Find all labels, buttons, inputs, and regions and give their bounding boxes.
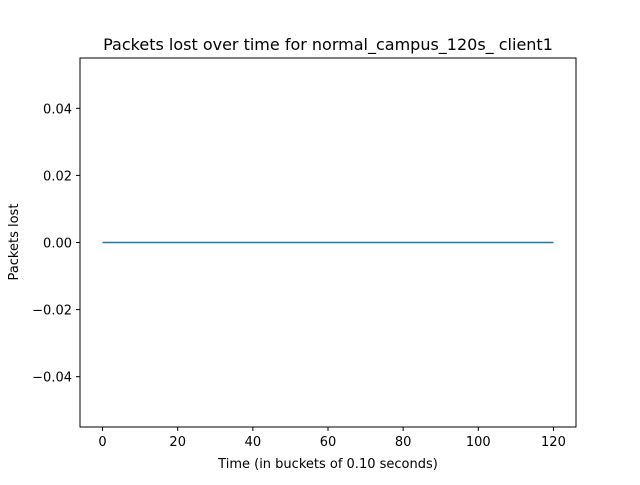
x-axis-label: Time (in buckets of 0.10 seconds) <box>217 457 438 472</box>
x-tick-label: 20 <box>169 435 186 450</box>
y-tick-label: 0.00 <box>43 237 72 252</box>
y-tick-label: 0.04 <box>43 102 72 117</box>
y-tick-label: −0.02 <box>32 304 72 319</box>
chart-title: Packets lost over time for normal_campus… <box>103 35 553 55</box>
y-tick-label: 0.02 <box>43 169 72 184</box>
x-tick-label: 80 <box>395 435 412 450</box>
y-axis: −0.04 −0.02 0.00 0.02 0.04 <box>32 102 80 386</box>
x-axis: 0 20 40 60 80 100 120 <box>98 427 566 450</box>
x-tick-label: 120 <box>541 435 566 450</box>
y-tick-label: −0.04 <box>32 371 72 386</box>
x-tick-label: 40 <box>245 435 262 450</box>
x-tick-label: 60 <box>320 435 337 450</box>
y-axis-label: Packets lost <box>7 204 22 281</box>
x-tick-label: 0 <box>98 435 106 450</box>
x-tick-label: 100 <box>466 435 491 450</box>
